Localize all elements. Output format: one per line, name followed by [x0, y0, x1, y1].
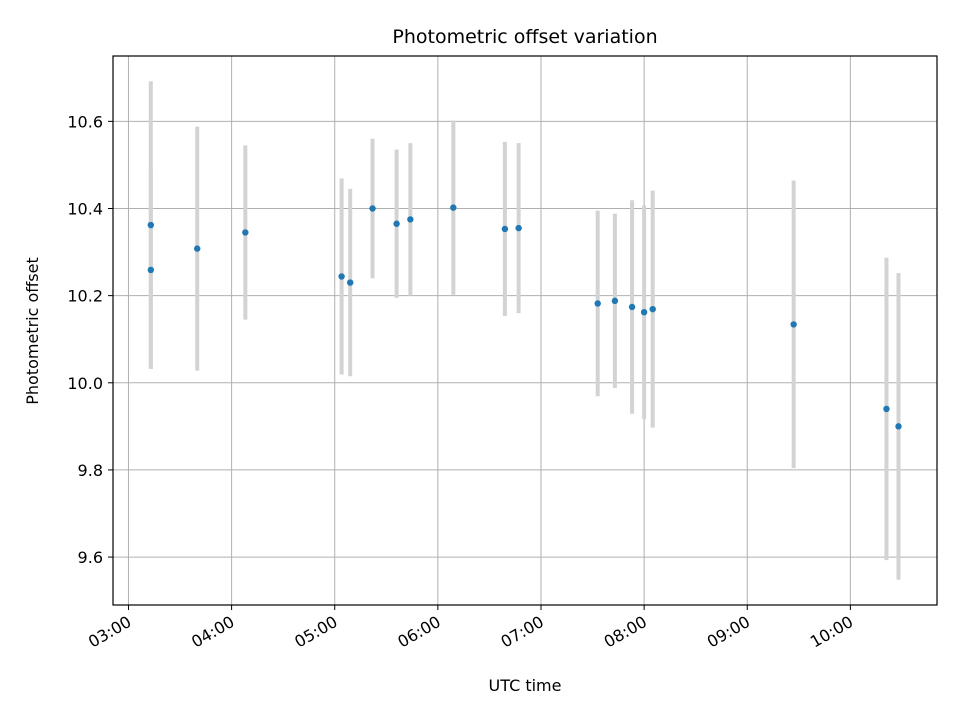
data-point	[790, 321, 797, 328]
data-point	[895, 423, 902, 430]
data-point	[628, 303, 636, 311]
data-point	[194, 245, 201, 252]
data-point	[407, 216, 414, 223]
y-tick-label: 10.6	[67, 112, 103, 131]
data-point	[147, 266, 155, 274]
data-point	[393, 220, 400, 227]
data-point	[147, 221, 155, 229]
y-axis-label: Photometric offset	[23, 257, 42, 405]
data-point	[515, 224, 522, 232]
y-tick-label: 10.4	[67, 200, 103, 219]
data-point	[640, 309, 648, 316]
data-point	[450, 204, 457, 211]
data-point	[649, 305, 656, 313]
y-tick-label: 9.8	[78, 461, 103, 480]
data-point	[242, 229, 249, 236]
data-point	[594, 300, 601, 307]
data-point	[501, 225, 509, 233]
y-tick-label: 9.6	[78, 548, 103, 567]
data-point	[369, 205, 376, 212]
y-axis-ticks: 9.6 9.8 10.0 10.2 10.4 10.6	[67, 112, 113, 567]
chart-title: Photometric offset variation	[392, 26, 657, 48]
data-points	[147, 204, 902, 430]
data-point	[883, 405, 890, 413]
x-axis-label: UTC time	[489, 676, 562, 695]
y-tick-label: 10.2	[67, 287, 103, 306]
data-point	[611, 297, 619, 305]
data-point	[346, 279, 354, 286]
data-point	[338, 273, 345, 280]
plot-frame	[112, 55, 938, 606]
y-tick-label: 10.0	[67, 374, 103, 393]
